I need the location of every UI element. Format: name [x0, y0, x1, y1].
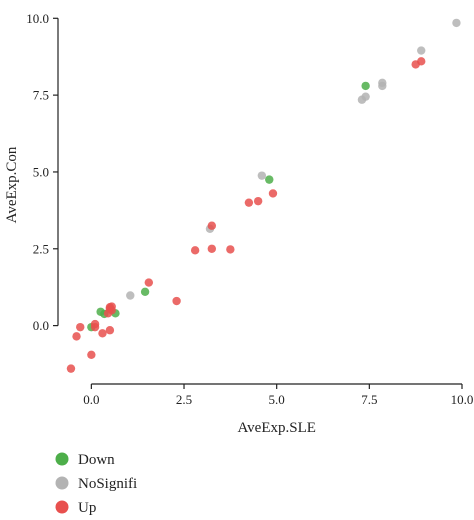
y-tick-label: 0.0 — [33, 318, 49, 333]
point-up — [244, 198, 254, 207]
x-tick-label: 10.0 — [451, 392, 474, 407]
legend: Down NoSignifi Up — [55, 452, 137, 516]
point-down — [361, 81, 370, 91]
y-tick-label: 5.0 — [33, 164, 49, 179]
legend-swatch — [55, 476, 69, 490]
points-layer — [66, 18, 461, 373]
point-nosignifi — [361, 92, 370, 101]
ticks: 0.0 2.5 5.0 7.5 10.0 0.0 2.5 5.0 7.5 10.0 — [26, 11, 473, 407]
legend-swatch — [55, 452, 69, 466]
y-axis-title: AveExp.Con — [4, 146, 20, 223]
x-tick-label: 7.5 — [361, 392, 377, 407]
point-up — [105, 326, 115, 335]
y-tick-label: 7.5 — [33, 88, 49, 103]
x-tick-label: 2.5 — [176, 392, 192, 407]
point-up — [72, 332, 81, 341]
legend-label: Up — [78, 500, 96, 516]
point-nosignifi — [378, 78, 387, 88]
point-nosignifi — [417, 46, 426, 55]
x-tick-label: 5.0 — [269, 392, 285, 407]
point-down — [265, 175, 274, 184]
point-up — [144, 278, 154, 287]
y-tick-label: 2.5 — [33, 241, 49, 256]
point-up — [268, 189, 278, 198]
point-nosignifi — [257, 171, 267, 180]
legend-swatch — [55, 500, 69, 514]
point-up — [66, 364, 76, 373]
point-up — [417, 57, 426, 66]
point-down — [140, 287, 150, 297]
point-nosignifi — [126, 291, 135, 300]
legend-label: NoSignifi — [78, 476, 137, 492]
point-up — [226, 245, 235, 254]
point-up — [76, 322, 85, 332]
point-nosignifi — [452, 18, 461, 28]
y-tick-label: 10.0 — [26, 11, 49, 26]
point-up — [98, 329, 107, 338]
point-up — [90, 322, 100, 332]
point-up — [190, 246, 200, 255]
x-tick-label: 0.0 — [83, 392, 99, 407]
point-up — [253, 196, 263, 206]
legend-label: Down — [78, 452, 115, 468]
point-up — [107, 302, 116, 311]
x-axis-title: AveExp.SLE — [237, 420, 315, 436]
point-up — [172, 296, 181, 306]
point-up — [207, 221, 217, 230]
point-up — [207, 244, 217, 253]
point-up — [87, 350, 96, 360]
